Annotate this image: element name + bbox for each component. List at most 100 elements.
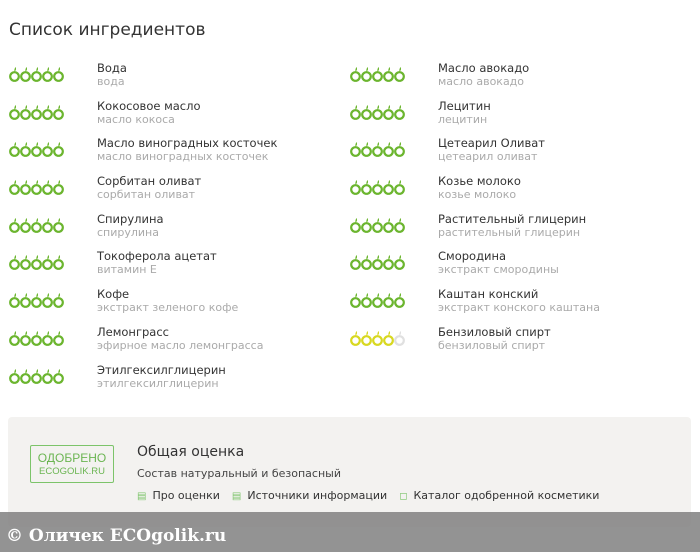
apple-rating-icon [31, 255, 42, 271]
ingredient-name: Каштан конский [438, 287, 539, 302]
apple-rating-icon [383, 255, 394, 271]
watermark: © Оличек ECOgolik.ru [6, 526, 227, 546]
apple-rating-icon [361, 180, 372, 195]
apple-rating-icon [350, 330, 361, 346]
rating-icons [350, 62, 438, 82]
apple-rating-icon [53, 330, 64, 346]
apple-rating-icon [53, 104, 64, 120]
apple-rating-icon [372, 255, 383, 271]
apple-rating-icon [42, 330, 53, 346]
apple-rating-icon [31, 180, 42, 195]
rating-icons [9, 364, 97, 384]
apple-rating-icon [394, 180, 405, 195]
apple-rating-icon [9, 217, 20, 233]
apple-rating-icon [372, 67, 383, 82]
ingredient-name: Растительный глицерин [438, 211, 587, 226]
ingredient-inci: лецитин [438, 112, 488, 126]
apple-rating-icon [42, 142, 53, 158]
apple-rating-icon [383, 104, 394, 120]
comment-icon: ▤ [231, 491, 242, 502]
apple-rating-icon [42, 67, 53, 82]
apple-rating-icon [361, 217, 372, 233]
apple-rating-icon [372, 330, 383, 346]
apple-rating-icon [372, 104, 383, 120]
apple-rating-icon [383, 330, 394, 346]
rating-icons [350, 137, 438, 158]
link-about-ratings[interactable]: ▤ Про оценки [137, 489, 220, 502]
summary-links: ▤ Про оценки ▤ Источники информации ◻ Катал… [137, 489, 599, 502]
apple-rating-icon [53, 217, 64, 233]
rating-icons [9, 175, 97, 195]
ingredient-inci: этилгексилглицерин [97, 376, 219, 390]
ingredient-inci: экстракт зеленого кофе [97, 301, 239, 315]
apple-rating-icon [31, 67, 42, 82]
ingredient-row: Лецитин лецитин [350, 98, 600, 138]
apple-rating-icon [20, 255, 31, 271]
apple-rating-icon [361, 142, 372, 158]
apple-rating-icon [350, 180, 361, 195]
ingredients-right: Масло авокадо масло авокадо Лецитин лецитин… [350, 62, 600, 364]
ingredient-inci: экстракт конского каштана [438, 301, 600, 315]
rating-icons [350, 326, 438, 346]
apple-rating-icon [394, 142, 405, 158]
ingredient-name: Лецитин [438, 98, 491, 113]
apple-rating-icon [53, 142, 64, 158]
ingredient-inci: витамин Е [97, 263, 157, 277]
info-icon: ◻ [399, 491, 408, 502]
ingredients-left: Вода вода Кокосовое масло масло кокоса Масло… [9, 62, 277, 401]
apple-rating-icon [361, 293, 372, 309]
apple-rating-icon [53, 368, 64, 384]
rating-icons [350, 100, 438, 120]
apple-rating-icon [383, 293, 394, 309]
link-label: Каталог одобренной косметики [413, 489, 600, 502]
ingredient-row: Вода вода [9, 62, 277, 100]
ingredient-row: Этилгексилглицерин этилгексилглицерин [9, 362, 277, 402]
apple-rating-icon [53, 293, 64, 309]
ingredient-name: Цетеарил Оливат [438, 136, 546, 151]
badge-line1: ОДОБРЕНО [37, 451, 107, 465]
apple-rating-icon [31, 142, 42, 158]
apple-rating-icon [9, 180, 20, 195]
apple-rating-icon [20, 368, 31, 384]
ingredient-row: Бензиловый спирт бензиловый спирт [350, 325, 600, 364]
ingredient-row: Масло виноградных косточек масло виноград… [9, 137, 277, 175]
apple-rating-icon [394, 293, 405, 309]
apple-rating-icon [31, 330, 42, 346]
rating-icons [9, 100, 97, 120]
page-title: Список ингредиентов [9, 20, 206, 40]
badge-line2: ECOGOLIK.RU [39, 466, 105, 477]
ingredient-inci: козье молоко [438, 188, 517, 202]
ingredient-row: Масло авокадо масло авокадо [350, 62, 600, 100]
summary-title: Общая оценка [137, 444, 245, 460]
ingredient-inci: эфирное масло лемонграсса [97, 338, 264, 352]
ingredient-row: Каштан конский экстракт конского каштана [350, 288, 600, 326]
summary-panel: ОДОБРЕНО ECOGOLIK.RU Общая оценка Состав… [8, 417, 691, 527]
rating-icons [9, 62, 97, 82]
apple-rating-icon [361, 330, 372, 346]
apple-rating-icon [9, 142, 20, 158]
apple-rating-icon [53, 67, 64, 82]
apple-rating-icon [31, 217, 42, 233]
apple-rating-icon [350, 255, 361, 271]
apple-rating-icon [350, 217, 361, 233]
link-sources[interactable]: ▤ Источники информации [232, 489, 387, 502]
apple-rating-icon [42, 255, 53, 271]
ingredient-row: Растительный глицерин растительный глицер… [350, 211, 600, 251]
apple-rating-icon [20, 293, 31, 309]
apple-rating-icon [350, 67, 361, 82]
ingredient-row: Лемонграсс эфирное масло лемонграсса [9, 325, 277, 364]
link-catalog[interactable]: ◻ Каталог одобренной косметики [399, 489, 599, 502]
apple-rating-icon [42, 217, 53, 233]
apple-rating-icon [383, 67, 394, 82]
apple-rating-icon [53, 180, 64, 195]
apple-rating-icon [9, 255, 20, 271]
rating-icons [9, 288, 97, 309]
apple-rating-icon [31, 368, 42, 384]
apple-rating-icon [53, 255, 64, 271]
apple-rating-icon [20, 330, 31, 346]
ingredient-name: Этилгексилглицерин [97, 362, 226, 377]
ingredient-name: Масло авокадо [438, 61, 530, 75]
ingredient-row: Спирулина спирулина [9, 212, 277, 251]
apple-rating-icon [383, 142, 394, 158]
ingredient-row: Сорбитан оливат сорбитан оливат [9, 175, 277, 213]
